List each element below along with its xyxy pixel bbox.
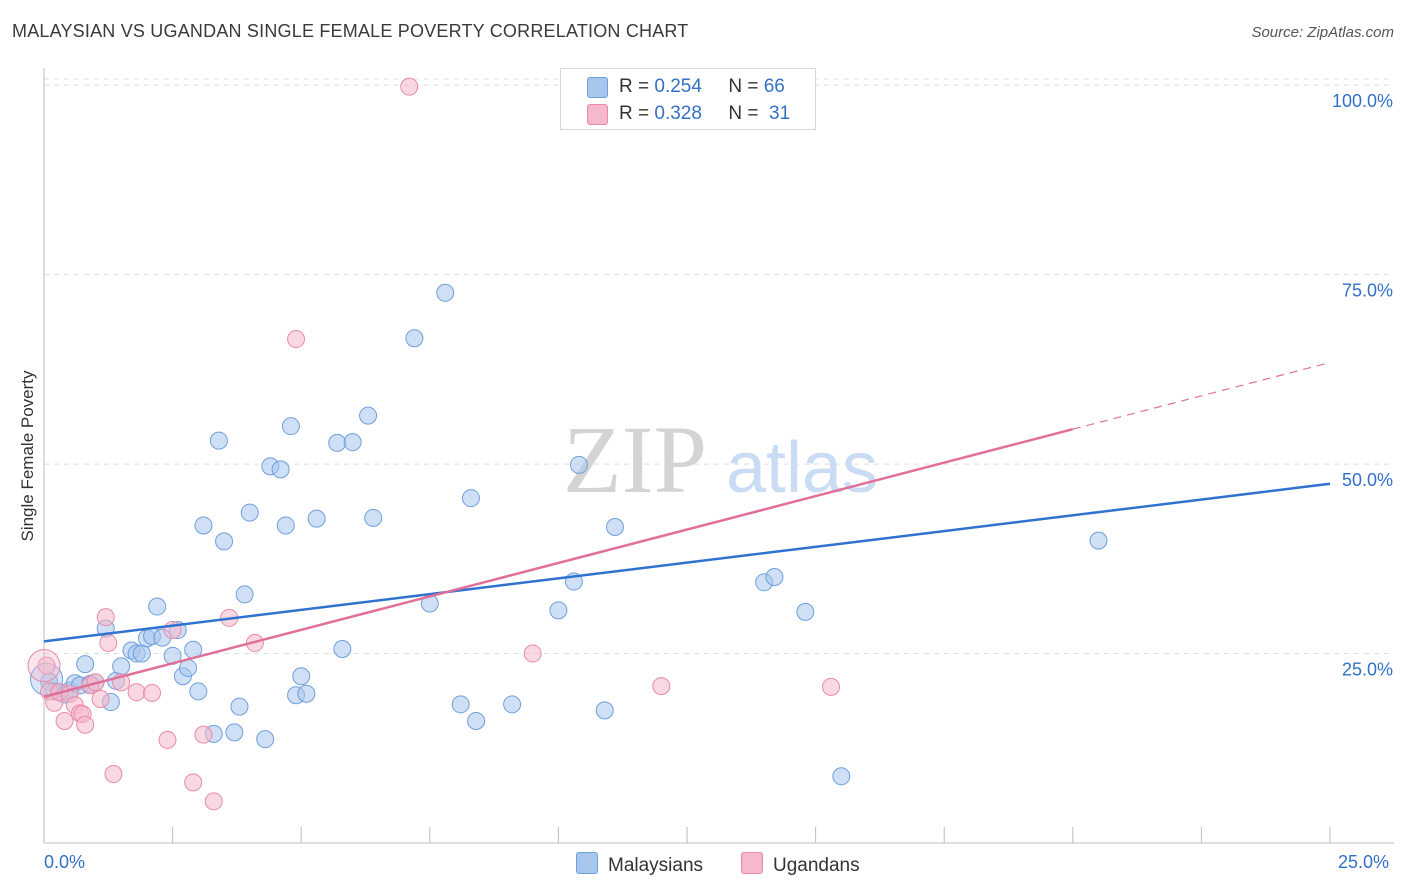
ugandans-trend-extension (1072, 361, 1331, 430)
ugandans-point (55, 711, 74, 730)
malaysians-point (343, 433, 362, 452)
malaysians-point (132, 644, 151, 663)
malaysians-point (148, 597, 167, 616)
legend-r-value-malaysians: 0.254 (654, 76, 702, 97)
bottom-legend-malaysians: Malaysians (576, 852, 703, 877)
ugandans-points (27, 77, 841, 811)
malaysians-point (189, 682, 208, 701)
trend-lines (43, 361, 1331, 698)
ugandans-point (96, 608, 115, 627)
ugandans-point (204, 792, 223, 811)
legend-swatch-ugandans (587, 104, 608, 125)
legend-r-label: R = (619, 103, 650, 124)
ugandans-point (37, 656, 56, 675)
ugandans-point (99, 633, 118, 652)
correlation-legend: R = 0.254 N = 66 R = 0.328 N = 31 (560, 68, 816, 130)
malaysians-point (405, 329, 424, 348)
malaysians-point (461, 489, 480, 508)
ugandans-point (184, 773, 203, 792)
malaysians-point (235, 585, 254, 604)
bottom-legend-swatch-ugandans (741, 852, 763, 874)
ugandans-point (158, 730, 177, 749)
legend-r-value-ugandans: 0.328 (654, 103, 702, 124)
ugandans-point (194, 725, 213, 744)
malaysians-point (451, 695, 470, 714)
ugandans-point (104, 765, 123, 784)
watermark: ZIP atlas (563, 406, 878, 513)
malaysians-point (297, 684, 316, 703)
y-tick-label: 50.0% (1342, 470, 1393, 490)
ugandans-point (822, 677, 841, 696)
malaysians-point (112, 657, 131, 676)
malaysians-point (1089, 531, 1108, 550)
ugandans-point-large (27, 649, 61, 683)
malaysians-point (225, 723, 244, 742)
legend-n-value-ugandans: 31 (769, 103, 791, 124)
ugandans-point (143, 683, 162, 702)
malaysians-point (796, 602, 815, 621)
malaysians-point (194, 516, 213, 535)
bottom-legend-label-malaysians: Malaysians (608, 855, 704, 876)
chart-title: MALAYSIAN VS UGANDAN SINGLE FEMALE POVER… (12, 21, 689, 41)
ugandans-point (91, 690, 110, 709)
bottom-legend-label-ugandans: Ugandans (773, 855, 860, 876)
malaysians-point (765, 567, 784, 586)
malaysians-point (832, 767, 851, 786)
malaysians-point (76, 655, 95, 674)
malaysians-point (503, 695, 522, 714)
ugandans-point (127, 683, 146, 702)
x-tick-label-min: 0.0% (44, 852, 86, 872)
ugandans-trend-line (43, 428, 1074, 698)
y-tick-label: 100.0% (1332, 91, 1393, 111)
gridlines (44, 78, 1394, 655)
y-tick-label: 25.0% (1342, 660, 1393, 680)
axes (43, 68, 1394, 844)
malaysians-point (215, 532, 234, 551)
watermark-zip: ZIP (563, 406, 707, 513)
malaysians-point (256, 730, 275, 749)
malaysians-point (364, 508, 383, 527)
source-label: Source: ZipAtlas.com (1251, 24, 1394, 41)
legend-n-label: N = (728, 103, 759, 124)
malaysians-point (569, 455, 588, 474)
ugandans-point (287, 330, 306, 349)
legend-r-label: R = (619, 76, 650, 97)
malaysians-points (30, 283, 1108, 786)
malaysians-point (271, 460, 290, 479)
y-tick-labels: 25.0% 50.0% 75.0% 100.0% (1332, 91, 1393, 679)
malaysians-point (549, 601, 568, 620)
legend-n-value-malaysians: 66 (763, 76, 785, 97)
malaysians-point (359, 406, 378, 425)
malaysians-point (281, 417, 300, 436)
legend-n-label: N = (728, 76, 759, 97)
malaysians-point (333, 639, 352, 658)
bottom-legend-swatch-malaysians (576, 852, 598, 874)
malaysians-point (276, 516, 295, 535)
watermark-atlas: atlas (726, 428, 878, 508)
malaysians-point (230, 697, 249, 716)
ugandans-point (400, 77, 419, 96)
y-axis-title: Single Female Poverty (18, 370, 37, 542)
bottom-legend-ugandans: Ugandans (741, 852, 860, 877)
legend-swatch-malaysians (587, 77, 608, 98)
ugandans-point (523, 644, 542, 663)
malaysians-point (328, 433, 347, 452)
malaysians-point (209, 431, 228, 450)
x-tick-label-max: 25.0% (1338, 852, 1390, 872)
malaysians-point (240, 503, 259, 522)
ugandans-point (652, 677, 671, 696)
malaysians-point (467, 711, 486, 730)
malaysians-point (595, 701, 614, 720)
malaysians-point (292, 667, 311, 686)
malaysians-point (436, 283, 455, 302)
malaysians-trend-line (43, 482, 1331, 643)
malaysians-point (605, 517, 624, 536)
malaysians-point (307, 509, 326, 528)
y-tick-label: 75.0% (1342, 281, 1393, 301)
ugandans-point (76, 715, 95, 734)
